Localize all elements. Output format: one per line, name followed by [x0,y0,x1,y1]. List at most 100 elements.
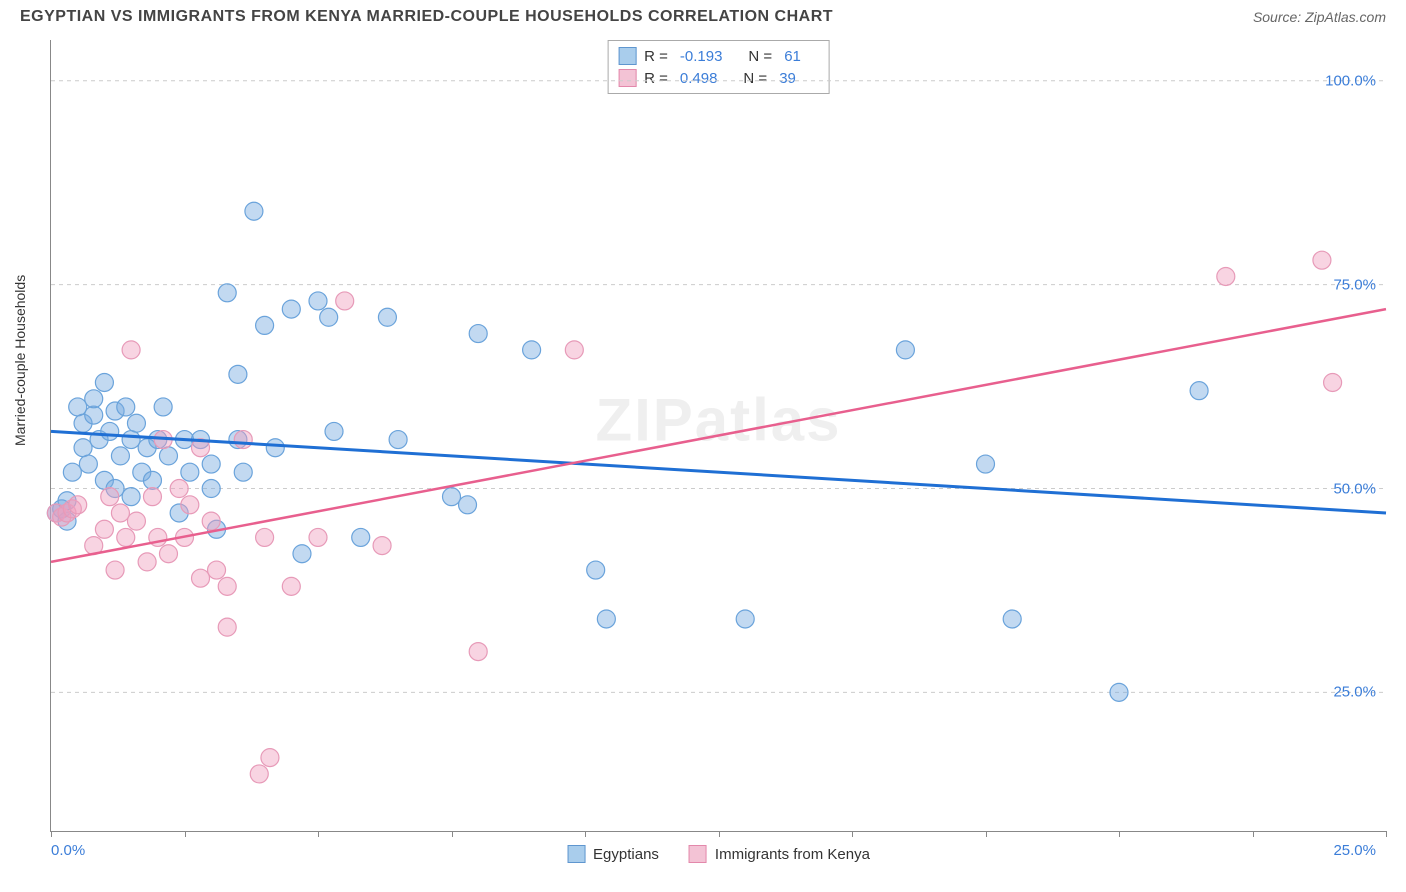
x-tick-mark [185,831,186,837]
scatter-point [138,553,156,571]
chart-title: EGYPTIAN VS IMMIGRANTS FROM KENYA MARRIE… [20,8,833,26]
swatch-egyptians [567,845,585,863]
scatter-point [159,545,177,563]
scatter-point [101,488,119,506]
scatter-point [1110,683,1128,701]
scatter-point [202,455,220,473]
scatter-point [106,561,124,579]
scatter-point [154,398,172,416]
x-axis-end-label: 25.0% [1333,842,1376,859]
scatter-point [896,341,914,359]
scatter-point [1190,382,1208,400]
scatter-point [85,406,103,424]
scatter-point [250,765,268,783]
x-tick-mark [318,831,319,837]
scatter-point [202,480,220,498]
scatter-point [170,480,188,498]
series-legend: Egyptians Immigrants from Kenya [567,845,870,863]
scatter-point [74,439,92,457]
scatter-point [320,308,338,326]
scatter-point [69,398,87,416]
scatter-point [282,577,300,595]
scatter-point [117,528,135,546]
scatter-point [443,488,461,506]
scatter-point [234,463,252,481]
scatter-point [218,577,236,595]
swatch-kenya [689,845,707,863]
x-axis-start-label: 0.0% [51,842,85,859]
y-tick-label: 25.0% [1333,684,1376,701]
scatter-point [309,528,327,546]
scatter-point [63,463,81,481]
scatter-point [325,422,343,440]
chart-area: ZIPatlas R = -0.193 N = 61 R = 0.498 N =… [50,40,1386,832]
scatter-point [117,398,135,416]
scatter-point [122,488,140,506]
scatter-point [127,512,145,530]
scatter-point [587,561,605,579]
scatter-point [101,422,119,440]
x-tick-mark [1119,831,1120,837]
scatter-point [229,365,247,383]
scatter-point [122,431,140,449]
scatter-point [469,643,487,661]
scatter-point [218,284,236,302]
scatter-point [373,537,391,555]
scatter-plot-svg [51,40,1386,831]
scatter-point [95,520,113,538]
scatter-point [1313,251,1331,269]
legend-item-kenya: Immigrants from Kenya [689,845,870,863]
scatter-point [309,292,327,310]
source-attribution: Source: ZipAtlas.com [1253,9,1386,25]
scatter-point [352,528,370,546]
x-tick-mark [986,831,987,837]
scatter-point [469,325,487,343]
scatter-point [266,439,284,457]
legend-label-kenya: Immigrants from Kenya [715,846,870,863]
scatter-point [202,512,220,530]
scatter-point [85,390,103,408]
x-tick-mark [51,831,52,837]
scatter-point [1003,610,1021,628]
scatter-point [159,447,177,465]
scatter-point [234,431,252,449]
scatter-point [736,610,754,628]
scatter-point [1324,373,1342,391]
scatter-point [208,561,226,579]
y-tick-label: 75.0% [1333,276,1376,293]
header: EGYPTIAN VS IMMIGRANTS FROM KENYA MARRIE… [0,0,1406,30]
scatter-point [336,292,354,310]
scatter-point [256,528,274,546]
scatter-point [95,373,113,391]
x-tick-mark [852,831,853,837]
scatter-point [192,569,210,587]
scatter-point [523,341,541,359]
scatter-point [282,300,300,318]
x-tick-mark [452,831,453,837]
scatter-point [111,504,129,522]
scatter-point [389,431,407,449]
y-axis-label: Married-couple Households [12,275,28,446]
scatter-point [69,496,87,514]
scatter-point [293,545,311,563]
scatter-point [1217,267,1235,285]
legend-item-egyptians: Egyptians [567,845,659,863]
x-tick-mark [1386,831,1387,837]
scatter-point [127,414,145,432]
scatter-point [565,341,583,359]
scatter-point [256,316,274,334]
scatter-point [245,202,263,220]
y-tick-label: 50.0% [1333,480,1376,497]
scatter-point [218,618,236,636]
x-tick-mark [1253,831,1254,837]
x-tick-mark [585,831,586,837]
scatter-point [111,447,129,465]
y-tick-label: 100.0% [1325,72,1376,89]
scatter-point [261,749,279,767]
scatter-point [181,463,199,481]
scatter-point [143,488,161,506]
x-tick-mark [719,831,720,837]
scatter-point [459,496,477,514]
scatter-point [122,341,140,359]
scatter-point [181,496,199,514]
